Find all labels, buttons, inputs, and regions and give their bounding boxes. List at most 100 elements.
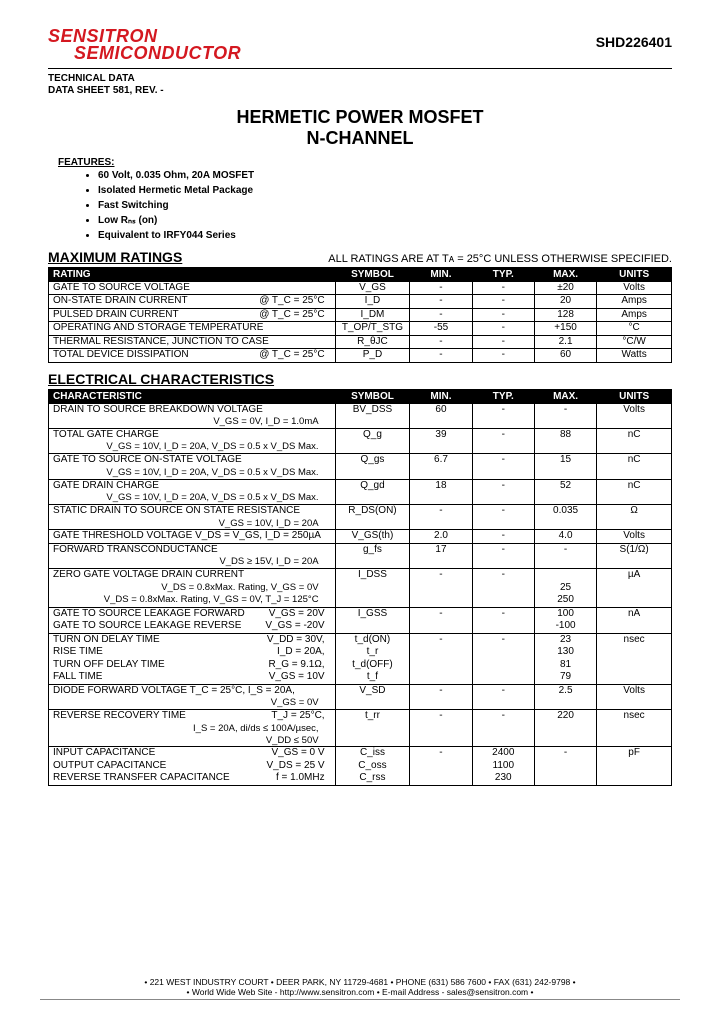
cell-symbol: Q_gs [335,454,410,479]
cell-max: 128 [534,308,596,322]
max-ratings-table: RATING SYMBOL MIN. TYP. MAX. UNITS GATE … [48,267,672,363]
table-row: PULSED DRAIN CURRENT@ T_C = 25°CI_DM--12… [49,308,672,322]
table-row: TURN ON DELAY TIMEV_DD = 30V, RISE TIMEI… [49,633,672,684]
col-characteristic: CHARACTERISTIC [49,389,336,403]
cell-units: nsec [597,633,672,684]
table-row: DRAIN TO SOURCE BREAKDOWN VOLTAGEV_GS = … [49,403,672,428]
technical-data-label: TECHNICAL DATA DATA SHEET 581, REV. - [48,73,672,97]
cell-units: nC [597,454,672,479]
cell-typ: - [472,428,534,453]
cell-units: Volts [597,530,672,544]
cell-max: 0.035 [534,505,596,530]
table-row: THERMAL RESISTANCE, JUNCTION TO CASER_θJ… [49,335,672,349]
cell-units: Volts [597,281,672,295]
cell-characteristic: FORWARD TRANSCONDUCTANCEV_DS ≥ 15V, I_D … [49,543,336,568]
cell-units: µA [597,569,672,608]
table-row: OPERATING AND STORAGE TEMPERATURET_OP/T_… [49,322,672,336]
cell-min: - [410,295,472,309]
col-max: MAX. [534,267,596,281]
cell-max: +150 [534,322,596,336]
table-row: GATE TO SOURCE LEAKAGE FORWARDV_GS = 20V… [49,607,672,633]
feature-item: Isolated Hermetic Metal Package [98,185,672,196]
cell-typ: - [472,295,534,309]
cell-min: 17 [410,543,472,568]
cell-typ: - [472,505,534,530]
cell-characteristic: GATE TO SOURCE LEAKAGE FORWARDV_GS = 20V… [49,607,336,633]
cell-min: - [410,710,472,747]
cell-symbol: I_DSS [335,569,410,608]
cell-characteristic: INPUT CAPACITANCEV_GS = 0 V OUTPUT CAPAC… [49,747,336,786]
cell-characteristic: GATE THRESHOLD VOLTAGE V_DS = V_GS, I_D … [49,530,336,544]
cell-units: nsec [597,710,672,747]
cell-max: 100-100 [534,607,596,633]
datasheet-page: SENSITRON SEMICONDUCTOR SHD226401 TECHNI… [40,24,680,1000]
cell-max: 88 [534,428,596,453]
cell-symbol: Q_gd [335,479,410,504]
cell-symbol: BV_DSS [335,403,410,428]
cell-rating: OPERATING AND STORAGE TEMPERATURE [49,322,336,336]
page-title: HERMETIC POWER MOSFET N-CHANNEL [48,107,672,148]
cell-rating: THERMAL RESISTANCE, JUNCTION TO CASE [49,335,336,349]
max-ratings-header: MAXIMUM RATINGS ALL RATINGS ARE AT Tᴀ = … [48,249,672,265]
table-header-row: RATING SYMBOL MIN. TYP. MAX. UNITS [49,267,672,281]
table-row: REVERSE RECOVERY TIMET_J = 25°C, I_S = 2… [49,710,672,747]
table-row: DIODE FORWARD VOLTAGE T_C = 25°C, I_S = … [49,684,672,709]
cell-typ: - [472,633,534,684]
cell-symbol: V_GS(th) [335,530,410,544]
cell-max: 15 [534,454,596,479]
title-line1: HERMETIC POWER MOSFET [48,107,672,128]
company-logo: SENSITRON SEMICONDUCTOR [48,28,241,62]
cell-units: °C [597,322,672,336]
table-row: GATE TO SOURCE ON-STATE VOLTAGEV_GS = 10… [49,454,672,479]
cell-min: 39 [410,428,472,453]
part-number: SHD226401 [596,34,672,50]
cell-min: 18 [410,479,472,504]
cell-max: 23 130 81 79 [534,633,596,684]
cell-min: - [410,281,472,295]
cell-max: 2.5 [534,684,596,709]
col-max: MAX. [534,389,596,403]
cell-min: - [410,308,472,322]
cell-characteristic: TURN ON DELAY TIMEV_DD = 30V, RISE TIMEI… [49,633,336,684]
cell-units: Ω [597,505,672,530]
cell-rating: ON-STATE DRAIN CURRENT@ T_C = 25°C [49,295,336,309]
footer-line1: • 221 WEST INDUSTRY COURT • DEER PARK, N… [40,977,680,987]
cell-units: nA [597,607,672,633]
col-min: MIN. [410,389,472,403]
cell-symbol: T_OP/T_STG [335,322,410,336]
cell-units: nC [597,428,672,453]
cell-units: °C/W [597,335,672,349]
table-row: INPUT CAPACITANCEV_GS = 0 V OUTPUT CAPAC… [49,747,672,786]
cell-min: -55 [410,322,472,336]
max-ratings-note: ALL RATINGS ARE AT Tᴀ = 25°C UNLESS OTHE… [328,253,672,265]
cell-units: Volts [597,403,672,428]
cell-symbol: I_DM [335,308,410,322]
table-header-row: CHARACTERISTIC SYMBOL MIN. TYP. MAX. UNI… [49,389,672,403]
cell-characteristic: DRAIN TO SOURCE BREAKDOWN VOLTAGEV_GS = … [49,403,336,428]
cell-typ: - [472,454,534,479]
cell-typ: - [472,569,534,608]
table-row: GATE DRAIN CHARGEV_GS = 10V, I_D = 20A, … [49,479,672,504]
col-rating: RATING [49,267,336,281]
cell-max: 20 [534,295,596,309]
cell-typ: - [472,335,534,349]
cell-min: - [410,633,472,684]
cell-typ: - [472,543,534,568]
cell-symbol: C_iss C_oss C_rss [335,747,410,786]
cell-symbol: t_d(ON) t_r t_d(OFF) t_f [335,633,410,684]
feature-item: 60 Volt, 0.035 Ohm, 20A MOSFET [98,170,672,181]
header-rule [48,68,672,69]
col-min: MIN. [410,267,472,281]
cell-max: 2.1 [534,335,596,349]
cell-max: 52 [534,479,596,504]
cell-characteristic: STATIC DRAIN TO SOURCE ON STATE RESISTAN… [49,505,336,530]
col-symbol: SYMBOL [335,389,410,403]
tech-line1: TECHNICAL DATA [48,73,672,85]
cell-symbol: R_θJC [335,335,410,349]
cell-max: - [534,747,596,786]
logo-line2: SEMICONDUCTOR [48,45,241,62]
cell-characteristic: TOTAL GATE CHARGEV_GS = 10V, I_D = 20A, … [49,428,336,453]
cell-min: - [410,335,472,349]
electrical-heading: ELECTRICAL CHARACTERISTICS [48,371,672,387]
table-row: STATIC DRAIN TO SOURCE ON STATE RESISTAN… [49,505,672,530]
